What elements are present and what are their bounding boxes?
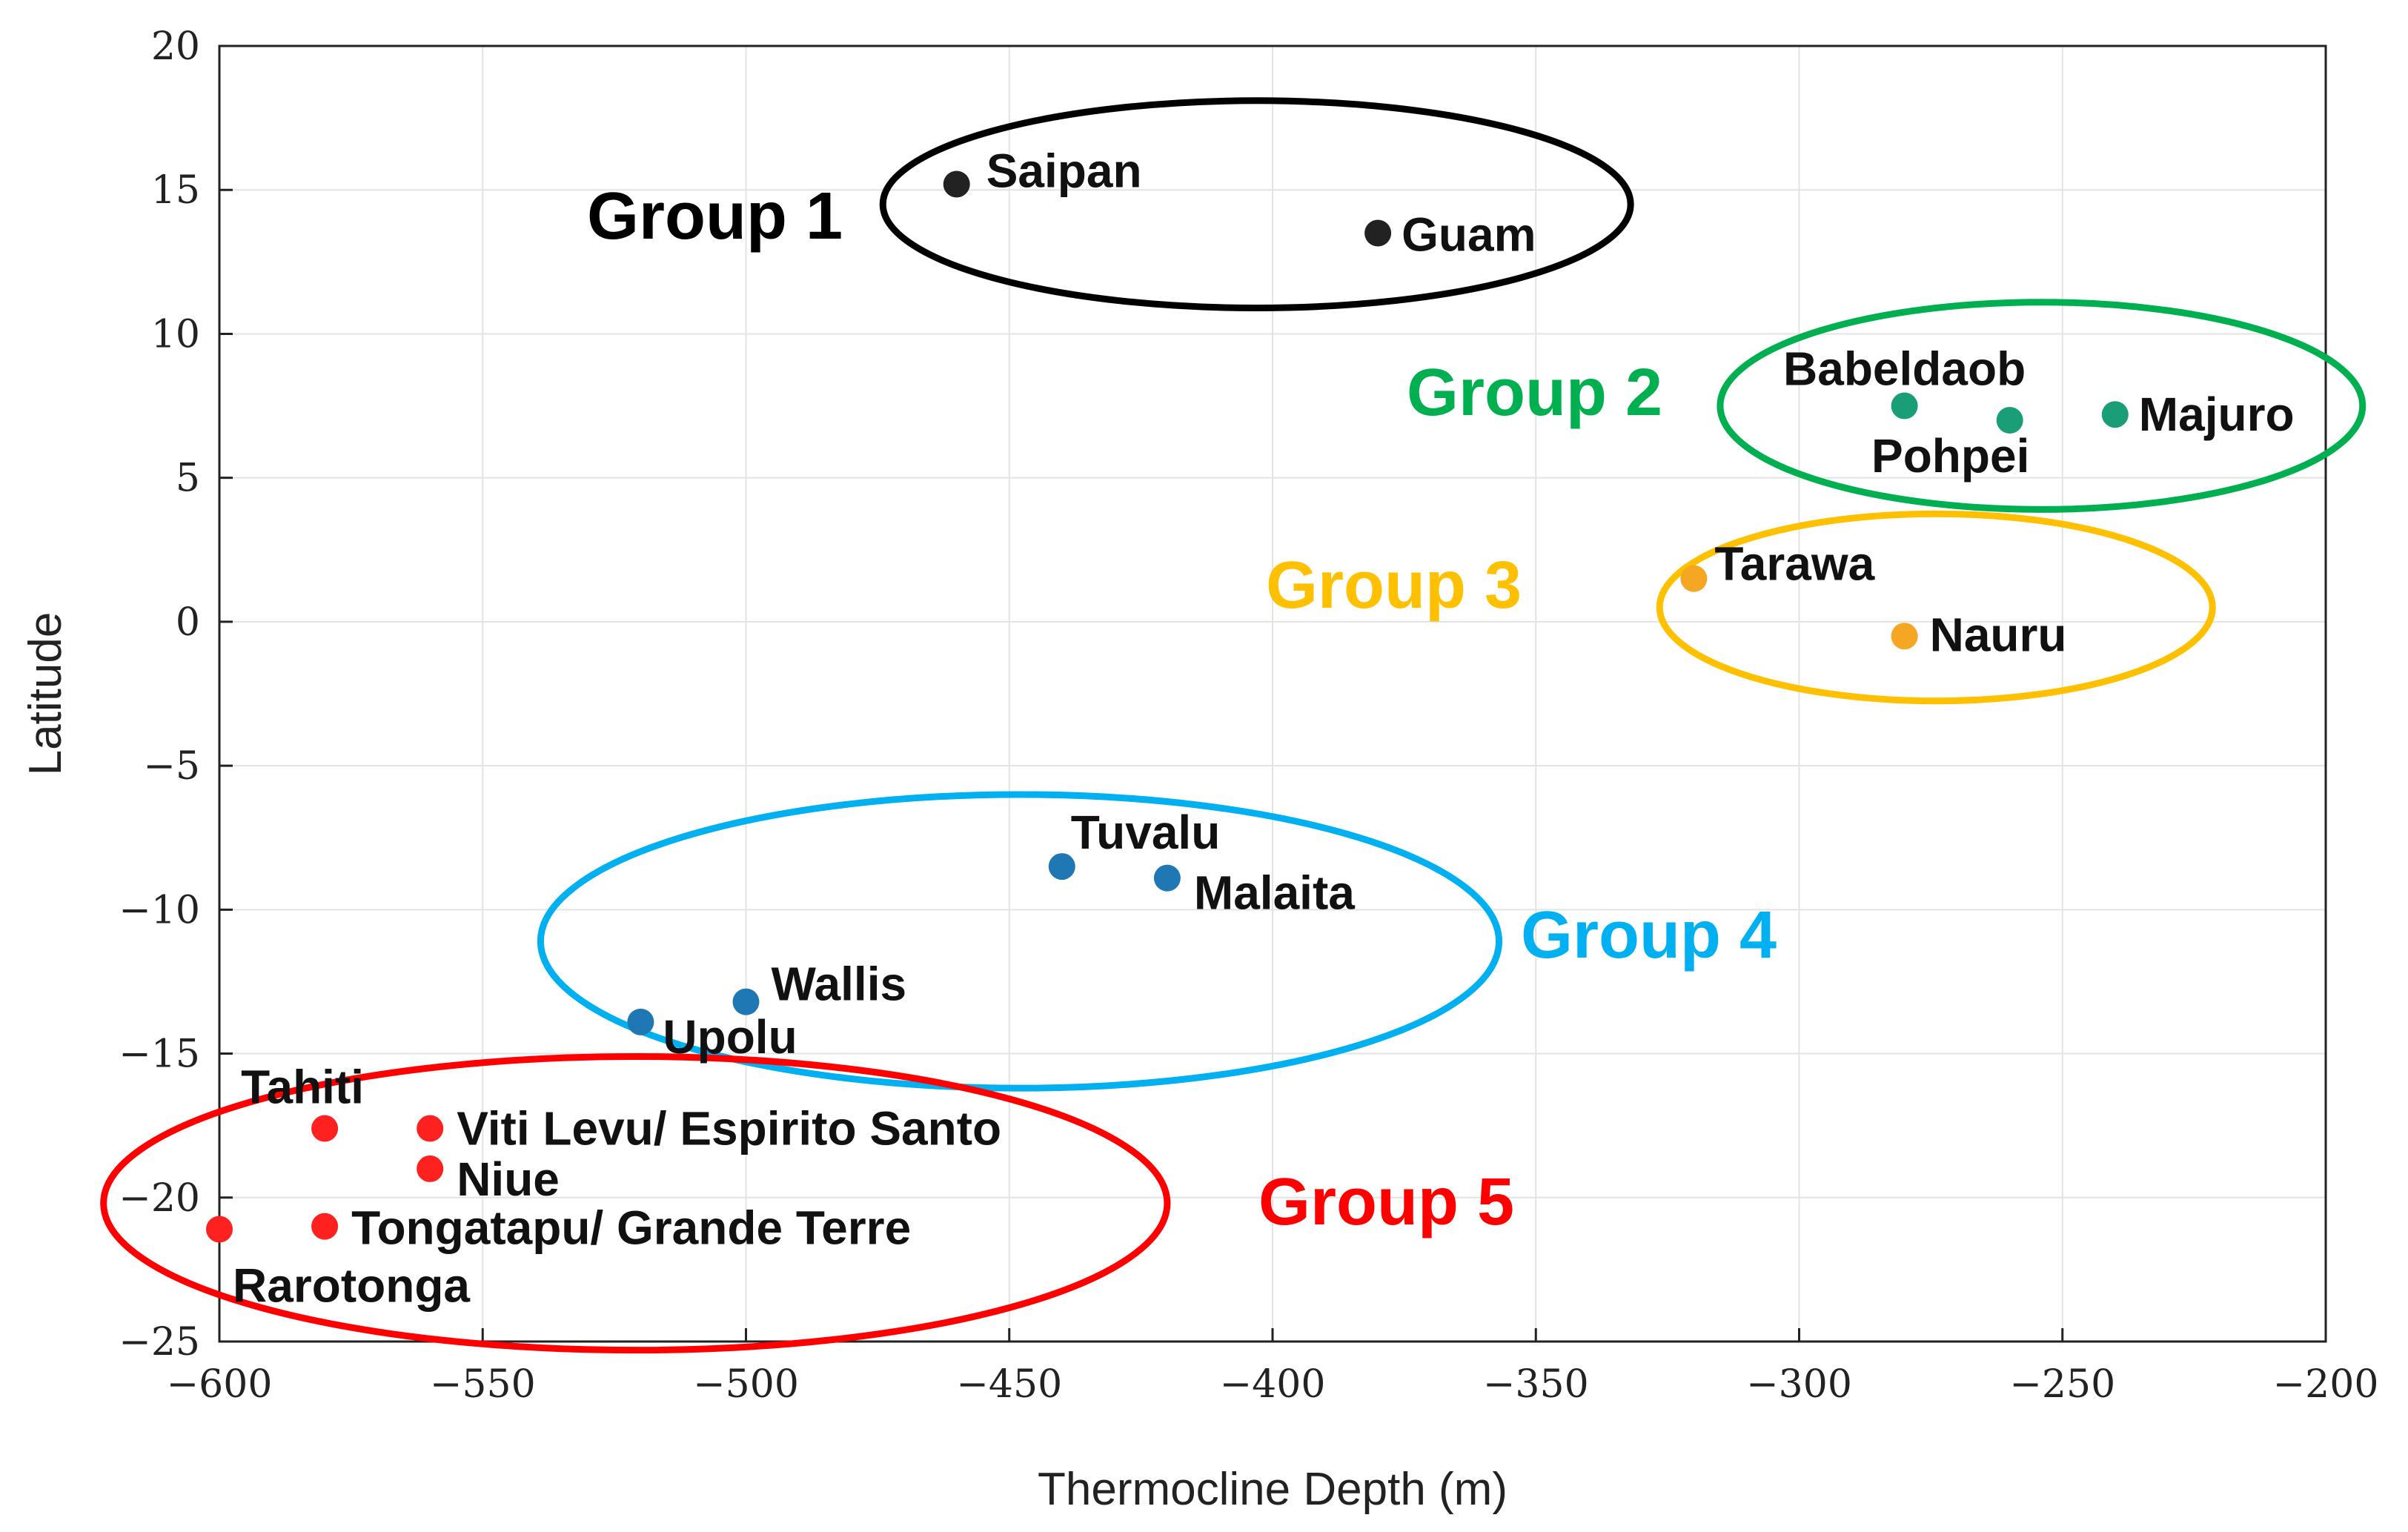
data-point	[1891, 392, 1918, 420]
point-label: Pohpei	[1871, 429, 2029, 483]
group-ellipse	[100, 1052, 1171, 1354]
x-tick-label: −550	[430, 1362, 536, 1407]
data-point	[1680, 565, 1708, 592]
data-point	[2101, 401, 2129, 428]
point-labels: Saipan Guam Babeldaob Pohpei Majuro Tarawa Nau…	[233, 144, 2295, 1312]
point-label: Tuvalu	[1071, 806, 1221, 859]
y-tick-label: 20	[151, 24, 200, 69]
point-label: Majuro	[2139, 388, 2295, 441]
data-point	[206, 1216, 233, 1243]
data-point	[311, 1213, 339, 1240]
x-tick-label: −400	[1220, 1362, 1326, 1407]
point-label: Upolu	[663, 1010, 797, 1064]
data-point	[417, 1115, 444, 1142]
x-tick-label: −250	[2009, 1362, 2115, 1407]
data-point	[311, 1115, 339, 1142]
y-tick-label: 10	[151, 312, 200, 357]
point-label: Tahiti	[241, 1061, 364, 1114]
x-tick-label: −200	[2273, 1362, 2379, 1407]
y-tick-label: −20	[119, 1176, 200, 1221]
data-points	[206, 170, 2129, 1243]
point-label: Wallis	[772, 958, 907, 1011]
data-point	[1153, 864, 1181, 892]
data-point	[1364, 219, 1392, 247]
point-label: Saipan	[986, 144, 1142, 197]
group-ellipse	[1717, 299, 2366, 513]
point-label: Malaita	[1194, 866, 1355, 920]
group-ellipse	[537, 791, 1503, 1092]
x-tick-label: −600	[167, 1362, 273, 1407]
group-label: Group 5	[1258, 1165, 1514, 1239]
group-label: Group 1	[587, 179, 843, 253]
y-tick-label: 5	[176, 457, 200, 501]
axis-ticks	[218, 44, 2327, 1343]
x-tick-label: −450	[956, 1362, 1062, 1407]
x-tick-label: −350	[1483, 1362, 1589, 1407]
data-point	[1891, 623, 1918, 650]
y-tick-label: −25	[119, 1320, 200, 1364]
y-tick-label: −10	[119, 888, 200, 932]
y-tick-label: −5	[143, 744, 200, 789]
point-label: Tongatapu/ Grande Terre	[351, 1201, 911, 1255]
group-ellipses	[100, 97, 2366, 1354]
data-point	[417, 1155, 444, 1182]
group-ellipse	[879, 97, 1634, 311]
y-tick-label: 15	[151, 168, 200, 213]
group-label: Group 3	[1266, 548, 1522, 623]
point-label: Niue	[457, 1153, 560, 1206]
y-tick-label: −15	[119, 1032, 200, 1077]
point-label: Guam	[1402, 208, 1536, 261]
data-point	[732, 988, 760, 1015]
tick-labels: −600 −550 −500 −450 −400 −350 −300 −250 −200−25−…	[119, 24, 2378, 1407]
x-tick-label: −500	[693, 1362, 799, 1407]
grid-lines	[219, 45, 2326, 1342]
group-ellipse	[1656, 510, 2216, 705]
data-point	[1996, 406, 2023, 434]
point-label: Tarawa	[1714, 537, 1874, 591]
point-label: Babeldaob	[1783, 342, 2026, 396]
data-point	[943, 170, 970, 198]
x-axis-label: Thermocline Depth (m)	[1038, 1464, 1508, 1515]
point-label: Nauru	[1930, 608, 2067, 661]
y-tick-label: 0	[176, 600, 200, 645]
point-label: Rarotonga	[233, 1259, 470, 1313]
group-labels: Group 1 Group 2 Group 3 Group 4 Group 5	[587, 179, 1777, 1239]
y-axis-label: Latitude	[20, 612, 71, 776]
data-point	[1048, 853, 1075, 881]
point-label: Viti Levu/ Espirito Santo	[457, 1102, 1001, 1155]
group-label: Group 2	[1407, 356, 1662, 430]
x-tick-label: −300	[1746, 1362, 1852, 1407]
group-label: Group 4	[1521, 898, 1777, 972]
data-point	[627, 1008, 654, 1035]
